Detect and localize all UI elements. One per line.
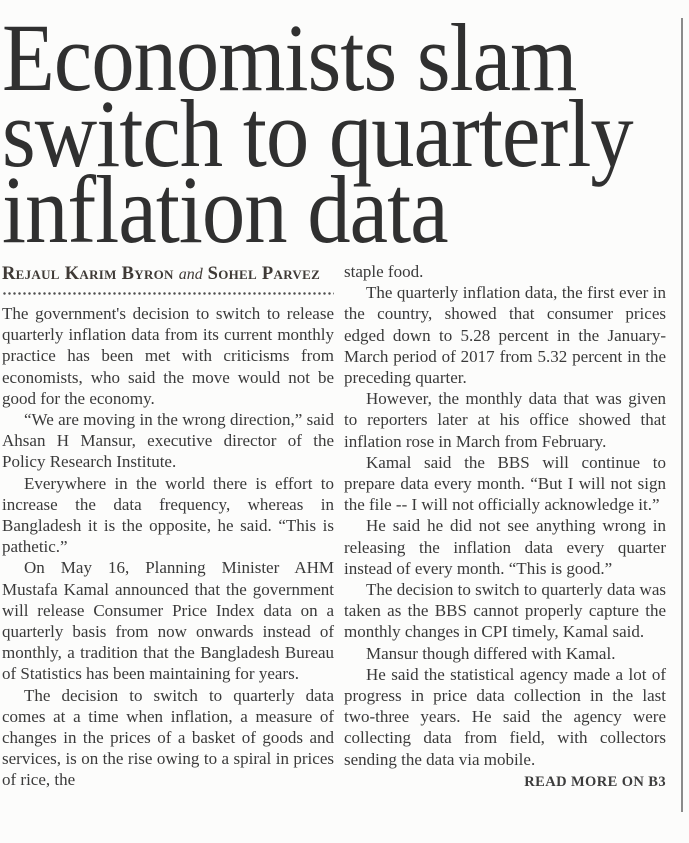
byline-author-2: Sohel Parvez [207, 264, 321, 284]
byline-separator-rule [2, 292, 334, 295]
article-headline: Economists slam switch to quarterly infl… [2, 4, 634, 263]
article-column-right: staple food. The quarterly inflation dat… [344, 258, 666, 793]
byline-author-1: Rejaul Karim Byron [2, 264, 174, 284]
read-more-note: READ MORE ON B3 [524, 773, 666, 790]
article-body: Rejaul Karim Byron and Sohel Parvez The … [2, 258, 666, 793]
article-paragraph: Mansur though differed with Kamal. [366, 643, 616, 663]
article-paragraph: On May 16, Planning Minister AHM Mustafa… [2, 558, 334, 684]
article-paragraph: The decision to switch to quarterly data… [344, 580, 666, 642]
article-paragraph: “We are moving in the wrong direction,” … [2, 410, 334, 472]
article-paragraph: However, the monthly data that was given… [344, 389, 666, 451]
article-byline: Rejaul Karim Byron and Sohel Parvez [2, 258, 334, 285]
article-paragraph: He said the statistical agency made a lo… [344, 664, 666, 769]
article-paragraph: Everywhere in the world there is effort … [2, 473, 334, 557]
article-paragraph: The decision to switch to quarterly data… [2, 685, 334, 790]
article-paragraph: The government's decision to switch to r… [2, 304, 334, 408]
article-paragraph: staple food. [344, 262, 424, 281]
article-paragraph: Kamal said the BBS will continue to prep… [344, 452, 666, 515]
article-paragraph: The quarterly inflation data, the first … [344, 283, 666, 388]
article-column-left: Rejaul Karim Byron and Sohel Parvez The … [2, 258, 334, 793]
byline-connector: and [178, 266, 203, 283]
column-divider-rule [681, 18, 683, 812]
article-paragraph: He said he did not see anything wrong in… [344, 516, 666, 578]
